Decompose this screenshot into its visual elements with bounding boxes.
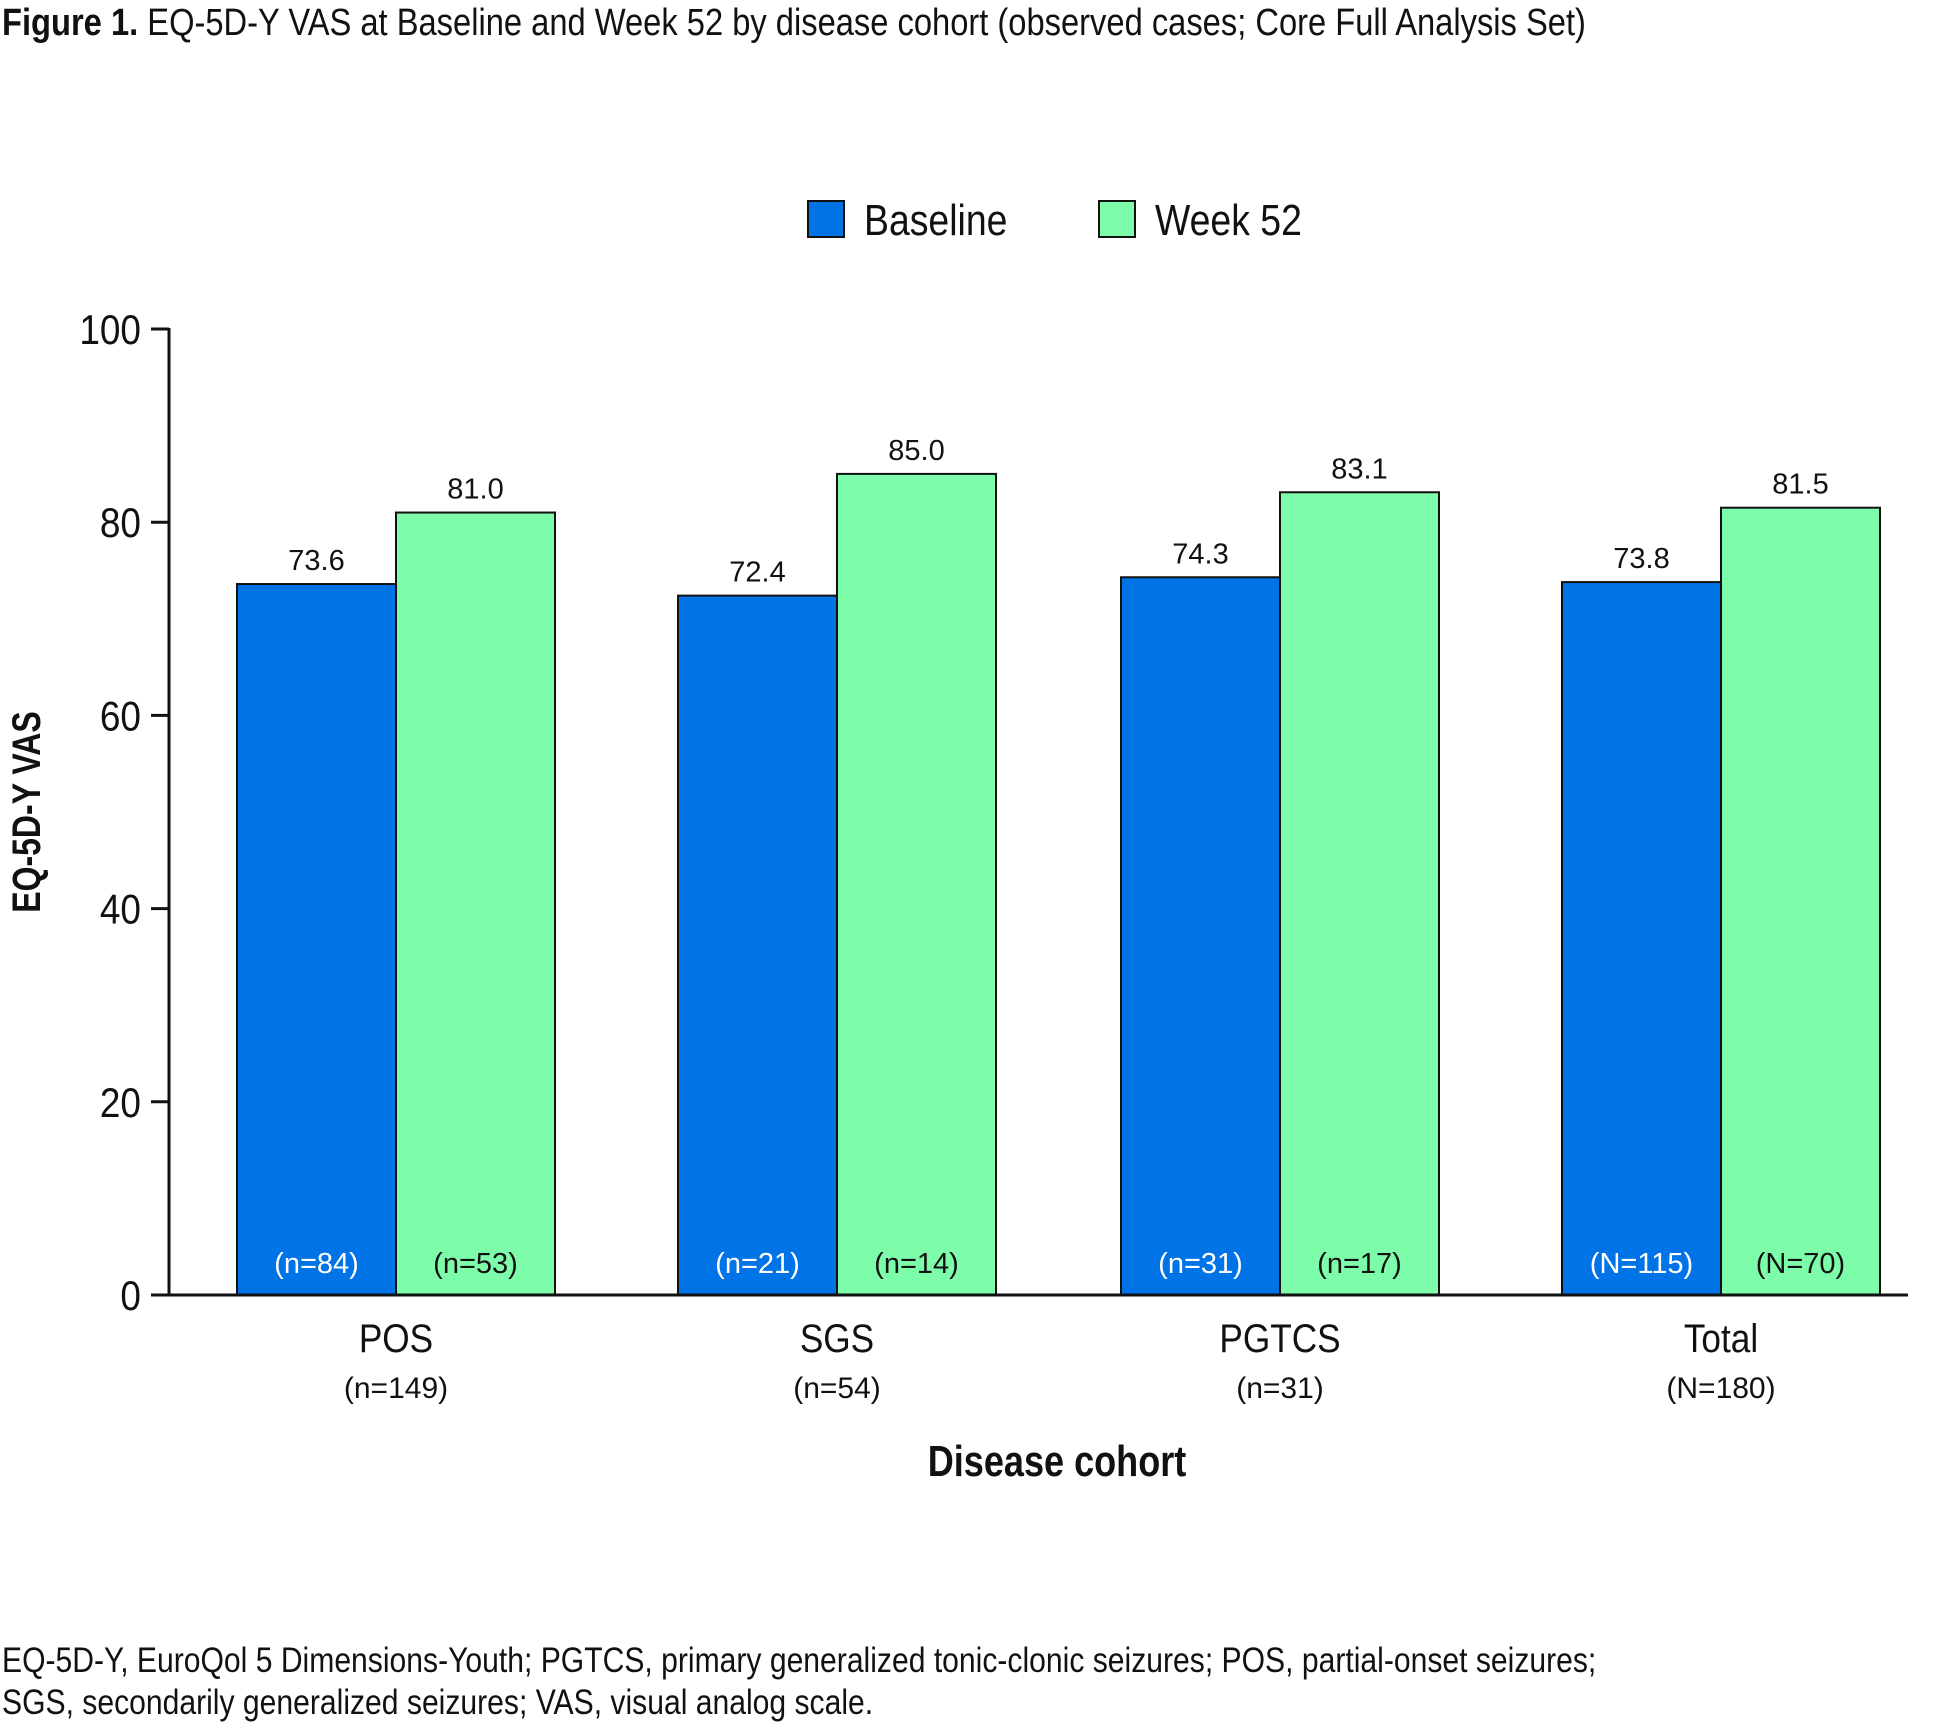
bar-week-52: [1720, 506, 1881, 1296]
figure-title: Figure 1. EQ-5D-Y VAS at Baseline and We…: [2, 2, 1586, 45]
bar-n-label: (N=115): [1590, 1248, 1693, 1280]
bar-baseline: [236, 583, 397, 1296]
bar-value-label: 74.3: [1172, 538, 1228, 570]
x-tick-label: POS: [359, 1316, 433, 1361]
bar-value-label: 73.6: [288, 545, 344, 577]
x-tick-n-label: (n=31): [1236, 1372, 1324, 1405]
bar-week-52: [836, 472, 997, 1296]
bar-n-label: (n=84): [274, 1248, 359, 1280]
y-tick-label: 0: [120, 1273, 141, 1320]
x-tick-label: Total: [1684, 1316, 1758, 1361]
bar-n-label: (n=14): [874, 1248, 959, 1280]
y-tick-label: 80: [100, 500, 141, 547]
x-tick-label: SGS: [800, 1316, 874, 1361]
bar-n-label: (n=17): [1317, 1248, 1402, 1280]
bar-value-label: 81.0: [447, 474, 503, 506]
y-tick-label: 100: [79, 307, 141, 354]
bar-value-label: 72.4: [729, 557, 785, 589]
bar-value-label: 81.5: [1772, 469, 1828, 501]
legend-label: Baseline: [864, 195, 1007, 245]
legend-label: Week 52: [1155, 195, 1302, 245]
bar-baseline: [1120, 576, 1281, 1296]
footnote-line: EQ-5D-Y, EuroQol 5 Dimensions-Youth; PGT…: [2, 1641, 1597, 1680]
bar-week-52: [1279, 491, 1440, 1296]
legend-swatch: [807, 200, 845, 238]
legend-swatch: [1098, 200, 1136, 238]
x-tick-n-label: (n=54): [793, 1372, 881, 1405]
figure-label: Figure 1.: [2, 2, 139, 44]
x-tick-n-label: (n=149): [344, 1372, 448, 1405]
bar-baseline: [1561, 581, 1722, 1296]
bar-n-label: (n=21): [715, 1248, 800, 1280]
bar-week-52: [395, 511, 556, 1296]
bar-value-label: 83.1: [1331, 453, 1387, 485]
y-tick-label: 20: [100, 1080, 141, 1127]
footnote-line: SGS, secondarily generalized seizures; V…: [2, 1683, 874, 1722]
footnote: EQ-5D-Y, EuroQol 5 Dimensions-Youth; PGT…: [2, 1640, 1596, 1724]
x-axis-title: Disease cohort: [928, 1437, 1187, 1486]
bar-value-label: 73.8: [1613, 543, 1669, 575]
x-tick-label: PGTCS: [1219, 1316, 1340, 1361]
bar-n-label: (n=53): [433, 1248, 518, 1280]
bar-n-label: (N=70): [1756, 1248, 1845, 1280]
y-axis-title: EQ-5D-Y VAS: [4, 711, 49, 913]
x-tick-n-label: (N=180): [1666, 1372, 1775, 1405]
y-tick-label: 40: [100, 886, 141, 933]
bar-value-label: 85.0: [888, 435, 944, 467]
bar-baseline: [677, 594, 838, 1296]
bar-n-label: (n=31): [1158, 1248, 1243, 1280]
y-tick-label: 60: [100, 693, 141, 740]
figure-title-text: EQ-5D-Y VAS at Baseline and Week 52 by d…: [147, 2, 1586, 44]
